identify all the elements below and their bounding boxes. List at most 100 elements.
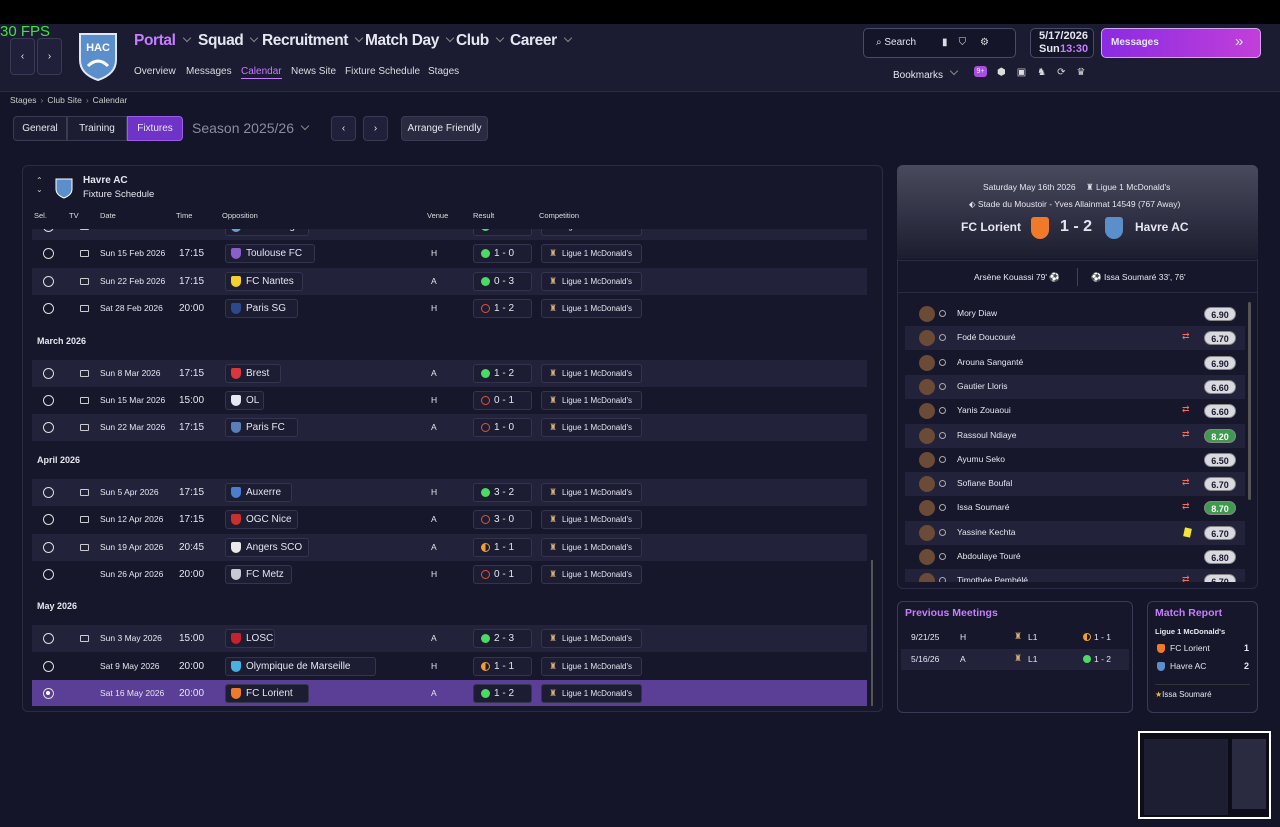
competition-pill [541, 229, 642, 236]
select-radio[interactable] [43, 303, 54, 315]
select-radio[interactable] [43, 486, 54, 498]
player-row[interactable]: Timothée Pembélé ⇄ 6.70 [905, 569, 1245, 582]
select-radio[interactable] [43, 422, 54, 434]
date: Sun 22 Mar 2026 [100, 422, 166, 433]
select-radio[interactable] [43, 569, 54, 580]
tab[interactable]: General [13, 116, 67, 141]
scorers-row [897, 260, 1258, 293]
sub-nav-item[interactable]: Calendar [241, 66, 282, 79]
role-icon [939, 382, 946, 390]
fixture-row[interactable]: Sun 12 Apr 2026 17:15 OGC Nice A 3 - 0 ♜ Ligue… [32, 506, 867, 533]
select-radio[interactable] [43, 395, 54, 406]
player-row[interactable]: Ayumu Seko 6.50 [905, 448, 1245, 472]
time: 17:15 [179, 229, 204, 240]
nav-item[interactable]: Club [456, 32, 503, 50]
date-box[interactable] [1030, 28, 1094, 58]
select-radio[interactable] [43, 514, 54, 526]
fixture-row[interactable]: Sat 16 May 2026 20:00 FC Lorient A 1 - 2 ♜ Lig… [32, 680, 867, 706]
fixture-row[interactable]: Sun 15 Mar 2026 15:00 OL H 0 - 1 ♜ Ligue 1 McD… [32, 387, 867, 414]
date: Sun 15 Feb 2026 [100, 248, 166, 259]
player-row[interactable]: Abdoulaye Touré 6.80 [905, 545, 1245, 569]
nav-item[interactable]: Portal [134, 32, 190, 50]
crumb[interactable]: Stages [10, 95, 37, 105]
quick-icons[interactable]: ⬢▣♞⟳♛ [997, 67, 1097, 78]
season[interactable]: Season 2025/26 [192, 120, 308, 136]
fixture-row[interactable]: Sun 8 Feb 2026 17:15 Strasbourg H 2 - 1 ♜ Ligu… [32, 229, 867, 240]
opponent-pill [225, 565, 293, 584]
player-row[interactable]: Gautier Lloris 6.60 [905, 374, 1245, 399]
sub-nav-item[interactable]: Overview [134, 66, 176, 77]
prev-season[interactable]: ‹ [331, 116, 356, 141]
forward-button[interactable]: › [37, 38, 62, 75]
player-row[interactable]: Mory Diaw 6.90 [905, 302, 1245, 326]
collapse[interactable]: ⌃ ⌄ [36, 176, 43, 194]
competition-pill [541, 391, 642, 410]
fixture-row[interactable]: Sun 5 Apr 2026 17:15 Auxerre H 3 - 2 ♜ Ligue 1… [32, 478, 867, 506]
player-row[interactable]: Rassoul Ndiaye ⇄ 8.20 [905, 423, 1245, 448]
opponent: FC Lorient [246, 688, 293, 700]
player-row[interactable]: Yassine Kechta 6.70 [905, 520, 1245, 545]
select-radio[interactable] [43, 633, 54, 645]
nav-item[interactable]: Career [510, 32, 571, 50]
role-icon [939, 407, 946, 415]
arrange-friendly[interactable]: Arrange Friendly [401, 116, 488, 141]
avatar [919, 476, 935, 493]
select-radio[interactable] [43, 367, 54, 379]
opponent: OGC Nice [246, 514, 292, 526]
column-header: Sel. [34, 211, 47, 220]
select-radio[interactable] [43, 541, 54, 553]
role-icon [939, 553, 946, 560]
fixture-row[interactable]: Sun 22 Feb 2026 17:15 FC Nantes A 0 - 3 ♜ Ligu… [32, 267, 867, 295]
fixture-row[interactable]: Sun 8 Mar 2026 17:15 Brest A 1 - 2 ♜ Ligue 1 M… [32, 359, 867, 387]
fixture-row[interactable]: Sun 3 May 2026 15:00 LOSC A 2 - 3 ♜ Ligue 1 Mc… [32, 625, 867, 653]
meeting-row[interactable] [901, 649, 1129, 670]
tab[interactable]: Training [67, 116, 127, 141]
opponent-crest [231, 541, 241, 553]
select-radio[interactable] [43, 275, 54, 287]
fixture-row[interactable]: Sun 22 Mar 2026 17:15 Paris FC A 1 - 0 ♜ Ligue… [32, 414, 867, 442]
crumb-sep: › [85, 95, 89, 105]
opponent-pill [225, 537, 309, 557]
nav-item[interactable]: Match Day [365, 32, 453, 50]
back-button[interactable]: ‹ [10, 38, 35, 75]
search-button[interactable]: ⌕ Search [876, 37, 917, 48]
nav-item[interactable]: Recruitment [262, 32, 362, 50]
competition-icon: ♜ [549, 303, 558, 314]
column-header: Time [176, 211, 193, 220]
toolbar-icons[interactable]: ▮ ⛉ ⚙ [942, 37, 989, 48]
player-row[interactable]: Yanis Zouaoui ⇄ 6.60 [905, 399, 1245, 423]
fixture-row[interactable]: Sun 19 Apr 2026 20:45 Angers SCO A 1 - 1 ♜ Lig… [32, 533, 867, 561]
crumb[interactable]: Club Site [47, 95, 82, 105]
fixture-row[interactable]: Sat 28 Feb 2026 20:00 Paris SG H 1 - 2 ♜ Ligue… [32, 295, 867, 322]
select-radio[interactable] [43, 248, 54, 260]
opponent-crest [231, 395, 241, 406]
player-row[interactable]: Fodé Doucouré ⇄ 6.70 [905, 326, 1245, 351]
away-scorers-text: Issa Soumaré 33', 76' [1103, 272, 1186, 282]
fixture-row[interactable]: Sat 9 May 2026 20:00 Olympique de Marseill… [32, 653, 867, 680]
next-season[interactable]: › [363, 116, 388, 141]
meeting-competition: L1 [1028, 632, 1038, 642]
player-row[interactable]: Issa Soumaré ⇄ 8.70 [905, 496, 1245, 520]
player-row[interactable]: Arouna Sanganté 6.90 [905, 351, 1245, 375]
fixture-row[interactable]: Sun 15 Feb 2026 17:15 Toulouse FC H 1 - 0 ♜ Li… [32, 240, 867, 267]
fixture-row[interactable]: Sun 26 Apr 2026 20:00 FC Metz H 0 - 1 ♜ Ligue … [32, 561, 867, 588]
sub-nav-item[interactable]: Fixture Schedule [345, 66, 421, 77]
select-radio[interactable] [43, 660, 54, 672]
tab[interactable]: Fixtures [127, 116, 183, 141]
month-header: March 2026 [37, 335, 87, 346]
select-radio[interactable] [43, 688, 54, 700]
minimap[interactable] [1138, 731, 1271, 819]
sub-nav-item[interactable]: Stages [428, 66, 460, 77]
sub-nav-item[interactable]: News Site [291, 66, 337, 77]
crumb[interactable]: Calendar [92, 95, 128, 105]
select-radio[interactable] [43, 229, 54, 232]
messages-button[interactable] [1101, 28, 1261, 58]
player-row[interactable]: Sofiane Boufal ⇄ 6.70 [905, 472, 1245, 497]
opponent-crest [231, 486, 241, 498]
sub-nav-item[interactable]: Messages [186, 66, 232, 77]
nav-item[interactable]: Squad [198, 32, 257, 50]
bookmarks[interactable]: Bookmarks [893, 68, 957, 81]
competition-pill [541, 299, 642, 319]
venue: H [431, 486, 438, 497]
meeting-venue: A [960, 654, 966, 664]
